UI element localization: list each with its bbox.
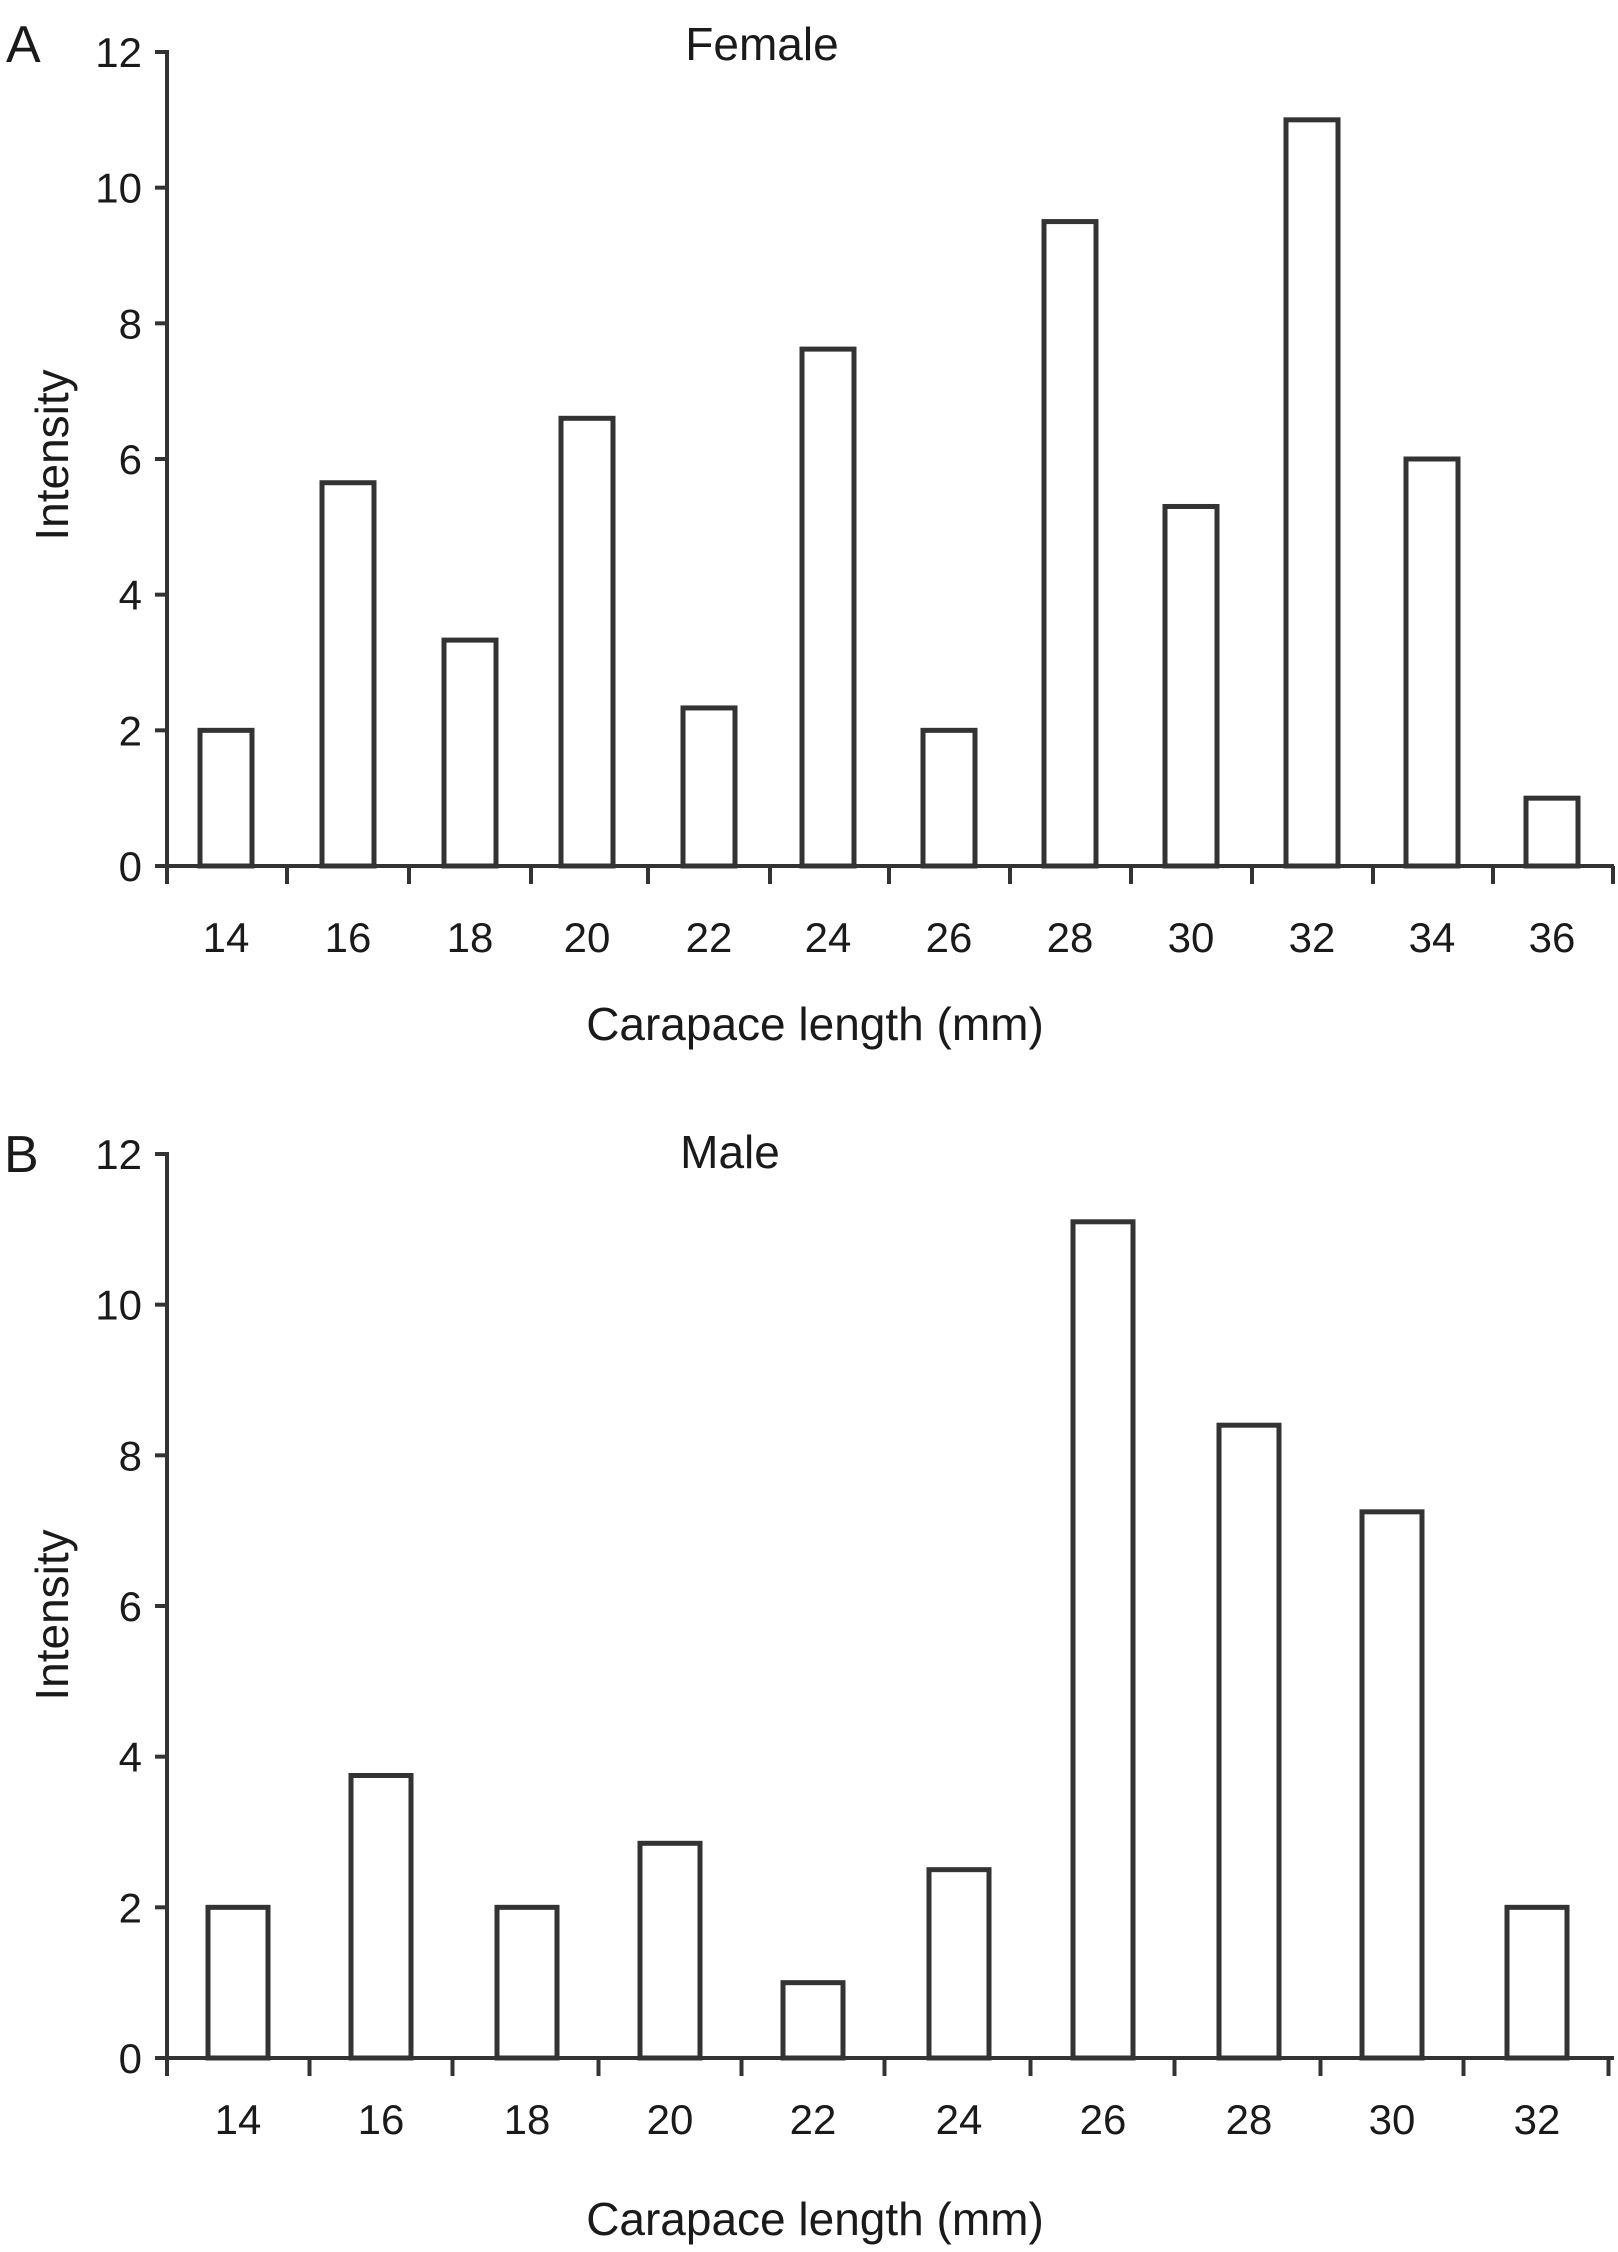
x-tick-label: 36 <box>1529 914 1576 961</box>
bar-18 <box>441 637 499 869</box>
panel-b-male: B Male Intensity Carapace length (mm) 0 2… <box>4 1126 1614 2245</box>
x-tick-label: 26 <box>1080 2096 1127 2143</box>
bar-24 <box>926 1867 992 2061</box>
x-axis-label: Carapace length (mm) <box>586 2193 1044 2245</box>
y-tick-label: 0 <box>119 2035 142 2082</box>
x-axis-label: Carapace length (mm) <box>586 998 1044 1050</box>
bar-22 <box>680 705 738 869</box>
y-tick-label: 10 <box>95 165 142 212</box>
y-tick-label: 6 <box>119 1583 142 1630</box>
y-tick-label: 8 <box>119 1432 142 1479</box>
y-tick-label: 0 <box>119 843 142 890</box>
x-tick-label: 34 <box>1409 914 1456 961</box>
bar-26 <box>1070 1219 1136 2061</box>
bar-20 <box>637 1840 703 2061</box>
x-tick-label: 26 <box>926 914 973 961</box>
bar-34 <box>1403 456 1461 869</box>
x-tick-label: 14 <box>203 914 250 961</box>
y-tick-label: 12 <box>95 1131 142 1178</box>
bar-28 <box>1041 219 1099 869</box>
x-tick-label: 30 <box>1369 2096 1416 2143</box>
bar-14 <box>197 727 255 869</box>
x-tick-label: 18 <box>504 2096 551 2143</box>
bar-30 <box>1162 503 1220 869</box>
x-tick-label: 32 <box>1514 2096 1561 2143</box>
x-tick-label: 18 <box>447 914 494 961</box>
panel-label: B <box>4 1126 39 1184</box>
x-tick-label: 20 <box>647 2096 694 2143</box>
y-tick-label: 10 <box>95 1282 142 1329</box>
y-tick-label: 12 <box>95 29 142 76</box>
x-tick-label: 24 <box>805 914 852 961</box>
x-tick-label: 28 <box>1047 914 1094 961</box>
x-tick-label: 16 <box>358 2096 405 2143</box>
bar-16 <box>319 480 377 869</box>
y-tick-label: 4 <box>119 1734 142 1781</box>
bar-24 <box>799 346 857 869</box>
bar-32 <box>1283 117 1341 869</box>
x-tick-label: 32 <box>1289 914 1336 961</box>
panel-a-female: A Female Intensity Carapace length (mm) … <box>6 16 1615 1050</box>
x-tick-label: 20 <box>564 914 611 961</box>
bar-18 <box>494 1904 560 2061</box>
bar-16 <box>348 1773 414 2061</box>
y-tick-label: 2 <box>119 707 142 754</box>
x-tick-label: 28 <box>1226 2096 1273 2143</box>
x-tick-label: 14 <box>215 2096 262 2143</box>
chart-title: Female <box>685 18 838 70</box>
bar-30 <box>1359 1509 1425 2061</box>
y-axis-label: Intensity <box>26 1529 78 1700</box>
bar-14 <box>205 1904 271 2061</box>
x-tick-label: 22 <box>790 2096 837 2143</box>
y-tick-label: 6 <box>119 436 142 483</box>
chart-title: Male <box>680 1126 780 1178</box>
bar-22 <box>780 1980 846 2061</box>
bar-26 <box>920 727 978 869</box>
x-tick-label: 24 <box>936 2096 983 2143</box>
bar-28 <box>1216 1422 1282 2061</box>
x-tick-label: 16 <box>325 914 372 961</box>
bar-20 <box>558 415 616 869</box>
x-tick-label: 22 <box>686 914 733 961</box>
bar-36 <box>1523 795 1581 869</box>
y-tick-label: 4 <box>119 572 142 619</box>
y-axis-label: Intensity <box>26 369 78 540</box>
y-tick-label: 8 <box>119 300 142 347</box>
x-tick-label: 30 <box>1168 914 1215 961</box>
y-tick-label: 2 <box>119 1884 142 1931</box>
bar-32 <box>1504 1904 1570 2061</box>
panel-label: A <box>6 16 41 74</box>
